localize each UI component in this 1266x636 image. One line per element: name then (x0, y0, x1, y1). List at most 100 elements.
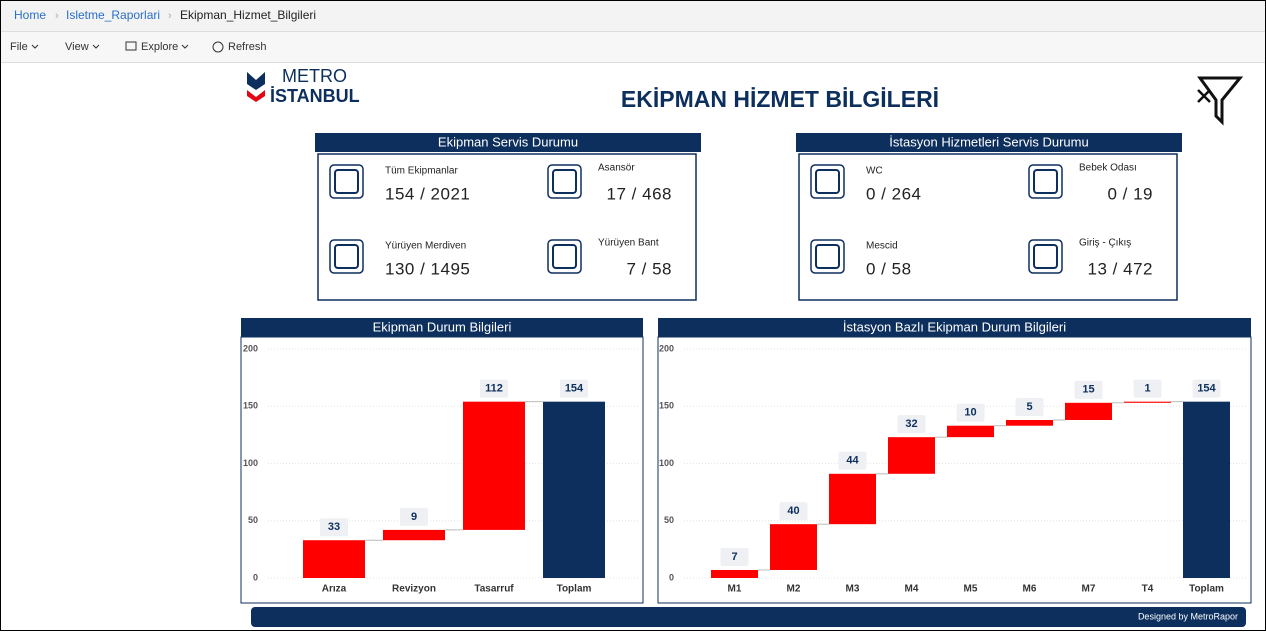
footer-text: Designed by MetroRapor (1138, 611, 1238, 621)
breadcrumb-bar (1, 1, 1265, 31)
item-label: Bebek Odası (1079, 163, 1137, 174)
y-tick-label: 100 (243, 458, 258, 468)
refresh[interactable]: Refresh (228, 41, 267, 53)
item-value: 0 / 19 (1107, 184, 1153, 203)
x-tick-label: M7 (1082, 584, 1096, 595)
data-label: 10 (964, 407, 976, 419)
item-value: 13 / 472 (1088, 259, 1153, 278)
x-tick-label: M2 (787, 584, 801, 595)
chart-header (658, 318, 1251, 337)
item-icon-inner (815, 169, 840, 194)
menu-view[interactable]: View (65, 41, 89, 53)
panel-header (796, 133, 1182, 152)
x-tick-label: T4 (1142, 584, 1154, 595)
data-label: 7 (731, 551, 737, 563)
data-label-bg (1015, 397, 1044, 416)
x-tick-label: Arıza (322, 584, 347, 595)
data-label-bg (1192, 379, 1221, 398)
x-tick-label: M3 (846, 584, 860, 595)
bar (463, 401, 525, 530)
data-label: 1 (1144, 383, 1150, 395)
item-label: Asansör (598, 163, 635, 174)
y-tick-label: 50 (664, 515, 674, 525)
x-tick-label: Toplam (557, 584, 592, 595)
item-icon (810, 239, 845, 274)
panel-title: Ekipman Servis Durumu (438, 134, 578, 149)
data-label: 33 (328, 521, 340, 533)
chart-box (240, 336, 644, 604)
y-tick-label: 150 (243, 401, 258, 411)
data-label-bg (480, 379, 508, 398)
item-icon (547, 164, 582, 199)
item-icon (329, 164, 364, 199)
data-label-bg (897, 415, 926, 434)
data-label: 5 (1026, 401, 1032, 413)
data-label: 32 (905, 418, 917, 430)
item-value: 130 / 1495 (385, 259, 470, 278)
item-value: 0 / 264 (866, 184, 922, 203)
panel-box (798, 153, 1178, 301)
svg-text:›: › (55, 10, 59, 22)
x-tick-label: Tasarruf (474, 584, 514, 595)
bar (711, 569, 758, 578)
data-label: 112 (485, 383, 503, 395)
menu-explore[interactable]: Explore (141, 41, 178, 53)
y-tick-label: 0 (669, 572, 674, 582)
crumb[interactable]: Isletme_Raporlari (66, 8, 160, 22)
x-tick-label: M4 (905, 584, 919, 595)
item-icon-inner (552, 244, 577, 269)
item-icon (547, 239, 582, 274)
item-label: Yürüyen Bant (598, 238, 659, 249)
logo-text: METRO (282, 66, 347, 86)
data-label: 9 (411, 511, 417, 523)
footer-bar (251, 607, 1246, 627)
data-label-bg (400, 507, 428, 526)
data-label-bg (956, 403, 985, 422)
logo-text: İSTANBUL (270, 86, 360, 106)
chart-header (241, 318, 643, 337)
logo-mark (247, 72, 265, 90)
x-tick-label: Revizyon (392, 584, 436, 595)
data-label: 40 (787, 505, 799, 517)
toolbar (1, 32, 1265, 62)
bar (829, 473, 876, 525)
y-tick-label: 150 (659, 401, 674, 411)
item-icon-inner (334, 169, 359, 194)
bar (770, 524, 817, 570)
menu-file[interactable]: File (10, 41, 28, 53)
item-icon-inner (815, 244, 840, 269)
bar (1065, 402, 1112, 420)
data-label: 44 (846, 455, 859, 467)
item-icon (1028, 239, 1063, 274)
panel-header (315, 133, 701, 152)
chart-title: İstasyon Bazlı Ekipman Durum Bilgileri (843, 319, 1066, 334)
item-icon (329, 239, 364, 274)
filter-icon[interactable] (1197, 76, 1244, 126)
item-label: Tüm Ekipmanlar (385, 166, 458, 177)
data-label-bg (1133, 379, 1162, 398)
data-label-bg (779, 502, 808, 521)
item-label: Giriş - Çıkış (1079, 238, 1131, 249)
data-label: 15 (1082, 384, 1094, 396)
x-tick-label: Toplam (1189, 584, 1224, 595)
y-tick-label: 200 (659, 343, 674, 353)
panel-box (317, 153, 697, 301)
y-tick-label: 100 (659, 458, 674, 468)
bar (1124, 401, 1171, 403)
data-label: 154 (1197, 383, 1216, 395)
item-icon-inner (1033, 169, 1058, 194)
y-tick-label: 0 (253, 572, 258, 582)
item-label: Yürüyen Merdiven (385, 241, 466, 252)
item-icon (810, 164, 845, 199)
y-tick-label: 200 (243, 343, 258, 353)
x-tick-label: M1 (728, 584, 742, 595)
item-value: 154 / 2021 (385, 184, 470, 203)
x-tick-label: M6 (1023, 584, 1037, 595)
chart-box (657, 336, 1252, 604)
svg-text:›: › (168, 10, 172, 22)
crumb[interactable]: Home (14, 8, 46, 22)
bar (1006, 419, 1053, 426)
data-label: 154 (565, 383, 584, 395)
